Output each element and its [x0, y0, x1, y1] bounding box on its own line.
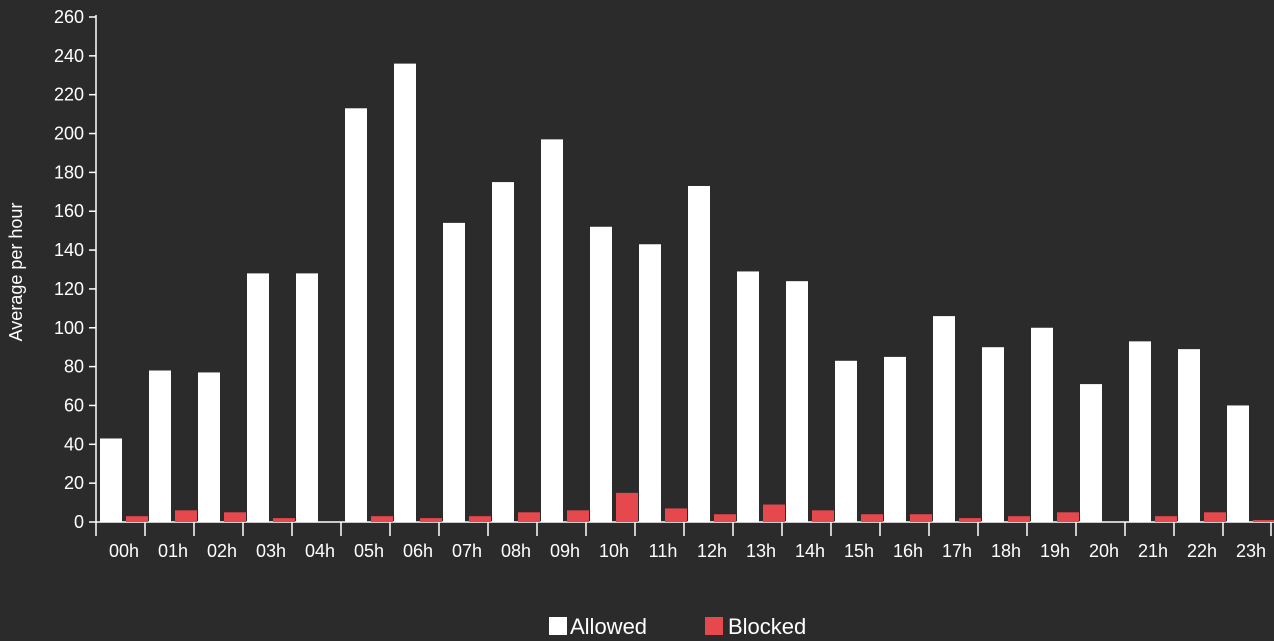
y-tick-label: 60: [64, 395, 84, 415]
x-tick-label: 09h: [550, 541, 580, 561]
y-tick-label: 80: [64, 357, 84, 377]
bar-allowed-02h: [198, 372, 220, 522]
bar-blocked-14h: [812, 510, 834, 522]
x-tick-label: 19h: [1040, 541, 1070, 561]
y-tick-label: 200: [54, 124, 84, 144]
y-tick-label: 0: [74, 512, 84, 532]
x-tick-label: 18h: [991, 541, 1021, 561]
bar-blocked-10h: [616, 492, 638, 522]
y-tick-label: 20: [64, 473, 84, 493]
x-tick-label: 15h: [844, 541, 874, 561]
x-tick-label: 20h: [1089, 541, 1119, 561]
bar-allowed-05h: [345, 108, 367, 523]
bar-blocked-07h: [469, 516, 491, 522]
bar-allowed-17h: [933, 316, 955, 522]
bar-blocked-23h: [1253, 520, 1274, 522]
bar-allowed-18h: [982, 347, 1004, 522]
x-tick-label: 08h: [501, 541, 531, 561]
x-tick-label: 22h: [1187, 541, 1217, 561]
x-tick-label: 00h: [109, 541, 139, 561]
bar-allowed-16h: [884, 356, 906, 522]
bar-blocked-22h: [1204, 512, 1226, 522]
bar-blocked-11h: [665, 508, 687, 522]
x-tick-label: 16h: [893, 541, 923, 561]
bar-allowed-20h: [1080, 384, 1102, 522]
y-tick-label: 100: [54, 318, 84, 338]
bar-allowed-07h: [443, 222, 465, 522]
bar-blocked-21h: [1155, 516, 1177, 522]
bar-allowed-19h: [1031, 327, 1053, 522]
bar-blocked-06h: [420, 518, 442, 522]
y-tick-label: 180: [54, 162, 84, 182]
bar-blocked-00h: [126, 516, 148, 522]
bar-blocked-15h: [861, 514, 883, 522]
y-tick-label: 160: [54, 201, 84, 221]
x-tick-label: 12h: [697, 541, 727, 561]
y-axis: 0 20 40 60 80 100 120 140 160 180 200 220 240 260: [54, 7, 97, 532]
x-tick-label: 23h: [1236, 541, 1266, 561]
bar-blocked-19h: [1057, 512, 1079, 522]
x-tick-label: 13h: [746, 541, 776, 561]
bar-allowed-03h: [247, 273, 269, 522]
bar-blocked-01h: [175, 510, 197, 522]
bar-blocked-09h: [567, 510, 589, 522]
bar-allowed-04h: [296, 273, 318, 522]
x-tick-label: 03h: [256, 541, 286, 561]
x-tick-label: 21h: [1138, 541, 1168, 561]
bar-allowed-23h: [1227, 405, 1249, 522]
x-tick-label: 10h: [599, 541, 629, 561]
bar-blocked-17h: [959, 518, 981, 522]
bar-allowed-21h: [1129, 341, 1151, 522]
legend-label-allowed: Allowed: [570, 614, 647, 636]
y-tick-label: 220: [54, 85, 84, 105]
bar-allowed-08h: [492, 182, 514, 522]
x-axis: 00h 01h 02h 03h 04h 05h 06h 07h 08h 09h 10h 11h 12h 1…: [95, 521, 1274, 561]
bar-allowed-06h: [394, 63, 416, 522]
x-tick-label: 11h: [649, 541, 678, 561]
legend-label-blocked: Blocked: [728, 614, 806, 636]
y-tick-label: 260: [54, 7, 84, 27]
bar-blocked-12h: [714, 514, 736, 522]
legend-swatch-blocked: [705, 617, 723, 635]
bar-allowed-09h: [541, 139, 563, 522]
x-tick-label: 06h: [403, 541, 433, 561]
bar-allowed-13h: [737, 271, 759, 522]
y-tick-label: 120: [54, 279, 84, 299]
bar-blocked-13h: [763, 504, 785, 522]
bar-allowed-11h: [639, 244, 661, 522]
bar-blocked-08h: [518, 512, 540, 522]
bar-allowed-14h: [786, 281, 808, 522]
legend: Allowed Blocked: [549, 614, 806, 639]
x-tick-label: 17h: [942, 541, 972, 561]
bar-blocked-16h: [910, 514, 932, 522]
y-tick-label: 240: [54, 46, 84, 66]
x-tick-label: 07h: [452, 541, 482, 561]
bar-blocked-03h: [273, 518, 295, 522]
y-tick-label: 140: [54, 240, 84, 260]
bar-allowed-12h: [688, 185, 710, 522]
y-tick-label: 40: [64, 434, 84, 454]
bar-allowed-10h: [590, 226, 612, 522]
bar-blocked-18h: [1008, 516, 1030, 522]
legend-swatch-allowed: [549, 617, 567, 635]
x-tick-label: 01h: [158, 541, 188, 561]
x-tick-label: 14h: [795, 541, 825, 561]
x-tick-label: 04h: [305, 541, 335, 561]
bar-allowed-22h: [1178, 349, 1200, 522]
bar-allowed-00h: [100, 438, 122, 522]
bar-blocked-05h: [371, 516, 393, 522]
x-tick-label: 02h: [207, 541, 237, 561]
bars: [100, 63, 1274, 523]
bar-allowed-01h: [149, 370, 171, 522]
bar-blocked-02h: [224, 512, 246, 522]
bar-allowed-15h: [835, 360, 857, 522]
x-tick-label: 05h: [354, 541, 384, 561]
y-axis-title: Average per hour: [6, 203, 26, 342]
